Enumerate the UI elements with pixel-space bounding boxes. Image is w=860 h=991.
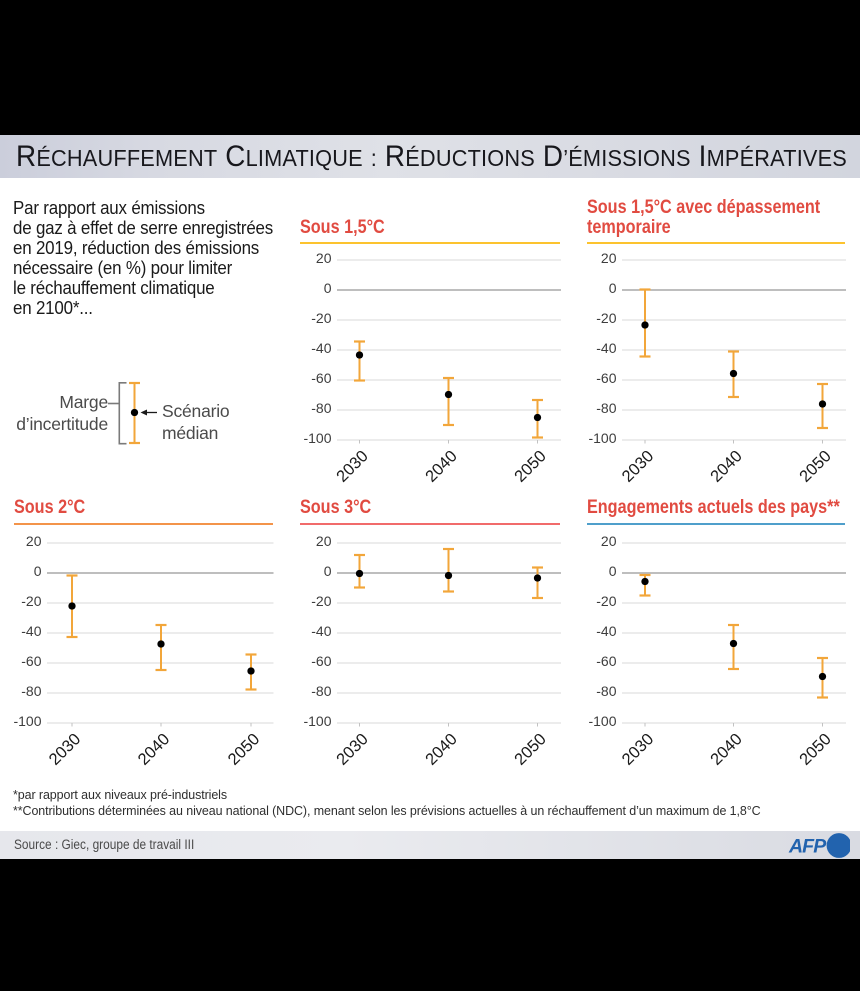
svg-text:2040: 2040: [707, 447, 746, 486]
svg-text:-40: -40: [21, 623, 41, 639]
svg-text:0: 0: [324, 563, 332, 579]
svg-text:-20: -20: [596, 310, 616, 326]
svg-text:-60: -60: [311, 370, 331, 386]
svg-text:-80: -80: [21, 683, 41, 699]
svg-text:-20: -20: [21, 593, 41, 609]
svg-text:0: 0: [324, 280, 332, 296]
svg-text:2030: 2030: [619, 730, 658, 769]
svg-text:0: 0: [609, 280, 617, 296]
svg-text:2050: 2050: [225, 730, 264, 769]
svg-text:2030: 2030: [46, 730, 85, 769]
svg-text:-100: -100: [588, 713, 616, 729]
svg-text:-100: -100: [588, 430, 616, 446]
svg-text:-80: -80: [596, 683, 616, 699]
svg-text:-40: -40: [596, 340, 616, 356]
svg-text:-20: -20: [311, 310, 331, 326]
svg-text:0: 0: [609, 563, 617, 579]
svg-text:-100: -100: [303, 713, 331, 729]
svg-text:2050: 2050: [511, 447, 550, 486]
svg-text:2040: 2040: [422, 730, 461, 769]
svg-text:20: 20: [601, 250, 617, 266]
svg-text:-80: -80: [311, 400, 331, 416]
svg-text:20: 20: [601, 533, 617, 549]
svg-text:0: 0: [34, 563, 42, 579]
svg-text:2040: 2040: [422, 447, 461, 486]
svg-text:-60: -60: [21, 653, 41, 669]
svg-text:-80: -80: [596, 400, 616, 416]
svg-text:-60: -60: [596, 370, 616, 386]
svg-text:-60: -60: [311, 653, 331, 669]
svg-text:2030: 2030: [619, 447, 658, 486]
svg-text:-100: -100: [13, 713, 41, 729]
svg-text:20: 20: [26, 533, 42, 549]
svg-text:-80: -80: [311, 683, 331, 699]
svg-text:-20: -20: [596, 593, 616, 609]
svg-text:AFP: AFP: [788, 836, 827, 858]
svg-text:2050: 2050: [796, 730, 835, 769]
svg-text:2040: 2040: [707, 730, 746, 769]
svg-text:2030: 2030: [333, 447, 372, 486]
svg-text:20: 20: [316, 533, 332, 549]
svg-text:-100: -100: [303, 430, 331, 446]
svg-text:20: 20: [316, 250, 332, 266]
svg-text:-60: -60: [596, 653, 616, 669]
svg-text:2050: 2050: [796, 447, 835, 486]
svg-text:2050: 2050: [511, 730, 550, 769]
svg-text:-40: -40: [311, 623, 331, 639]
svg-text:2030: 2030: [333, 730, 372, 769]
svg-text:-20: -20: [311, 593, 331, 609]
svg-text:-40: -40: [311, 340, 331, 356]
svg-text:2040: 2040: [135, 730, 174, 769]
svg-text:-40: -40: [596, 623, 616, 639]
